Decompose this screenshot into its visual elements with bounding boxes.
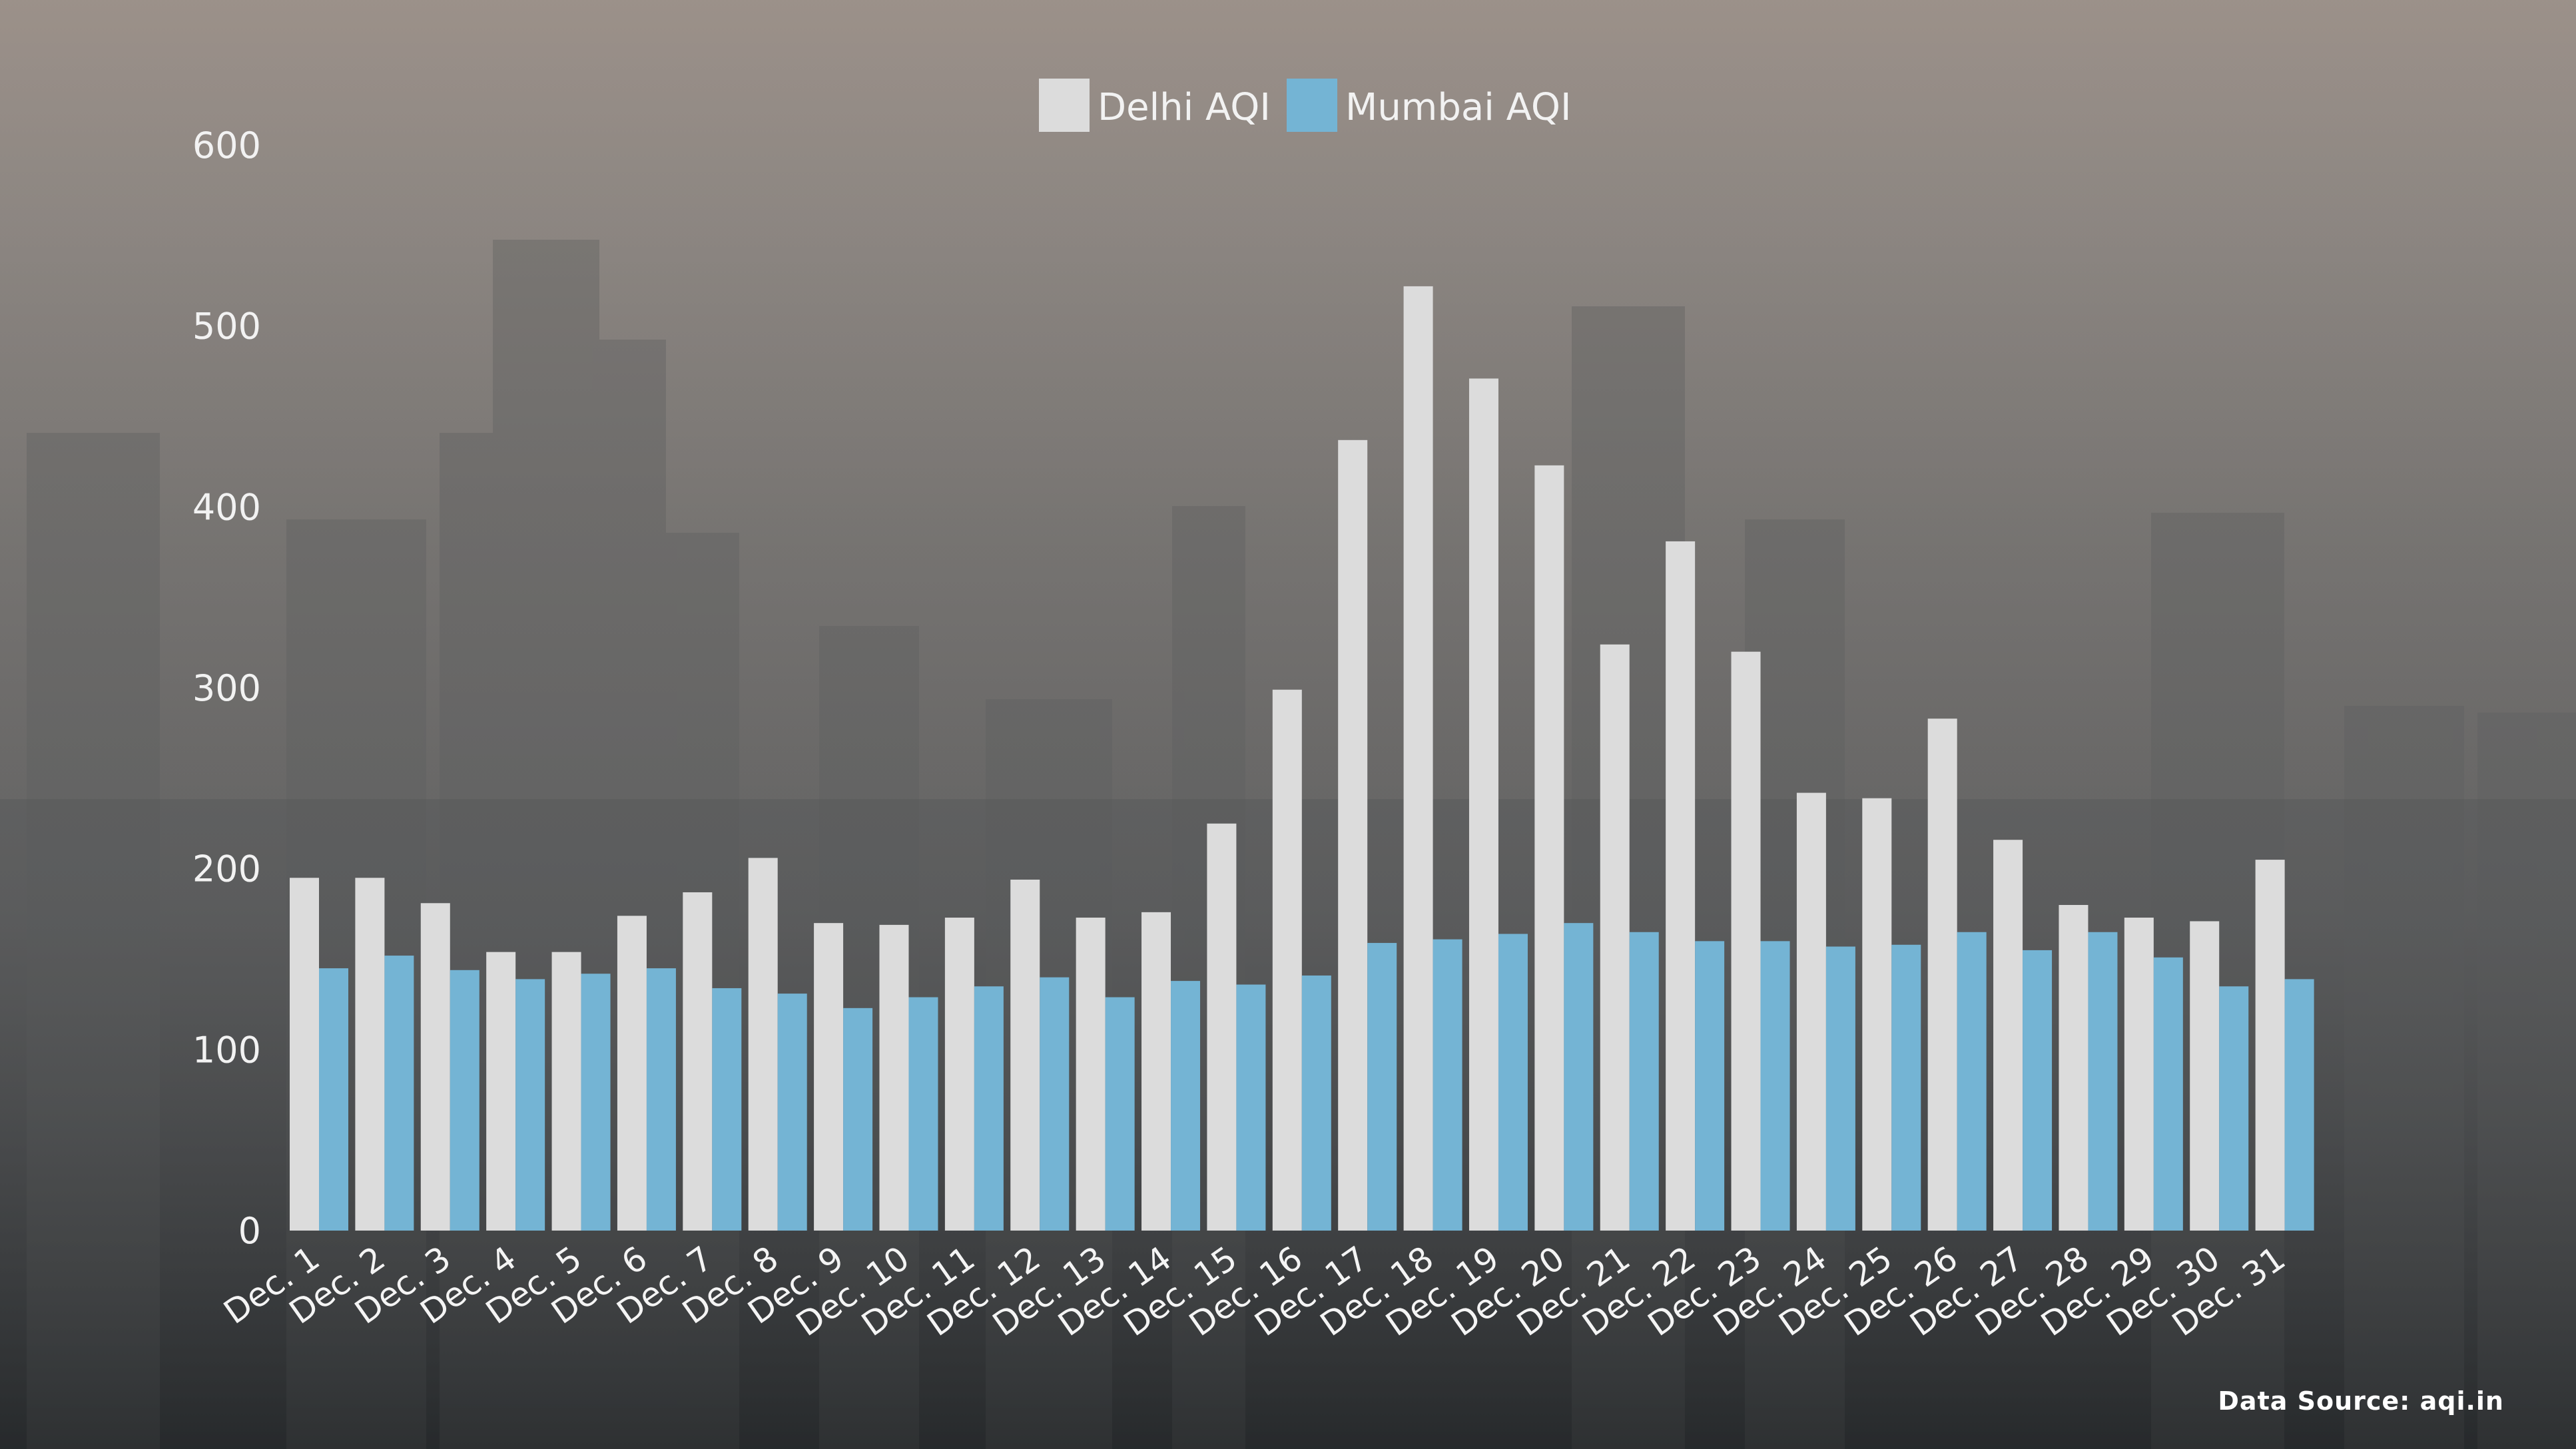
bar-mumbai xyxy=(1957,932,1987,1231)
y-tick-label: 0 xyxy=(238,1210,261,1252)
bar-mumbai xyxy=(2023,950,2053,1231)
bar-delhi xyxy=(1862,798,1892,1231)
bar-delhi xyxy=(1796,792,1826,1231)
bar-mumbai xyxy=(1695,941,1725,1231)
bar-mumbai xyxy=(646,968,676,1231)
bar-delhi xyxy=(551,952,581,1231)
bar-delhi xyxy=(1666,541,1696,1231)
bar-mumbai xyxy=(515,979,545,1231)
bar-mumbai xyxy=(712,988,742,1231)
y-tick-label: 400 xyxy=(192,486,261,528)
bar-mumbai xyxy=(974,986,1004,1231)
data-source-note: Data Source: aqi.in xyxy=(2218,1386,2504,1416)
y-tick-label: 600 xyxy=(192,125,261,166)
bar-delhi xyxy=(1272,689,1302,1231)
bar-mumbai xyxy=(1040,977,1070,1231)
bar-delhi xyxy=(1534,465,1564,1231)
bar-delhi xyxy=(486,952,516,1231)
bar-mumbai xyxy=(1564,923,1594,1231)
bar-mumbai xyxy=(1629,932,1659,1231)
bar-delhi xyxy=(1927,719,1957,1231)
bar-mumbai xyxy=(777,994,807,1231)
bar-delhi xyxy=(2059,905,2089,1231)
legend-swatch xyxy=(1287,79,1337,132)
bar-delhi xyxy=(290,878,319,1231)
bar-delhi xyxy=(2190,921,2220,1231)
bar-mumbai xyxy=(2219,986,2249,1231)
bar-mumbai xyxy=(2088,932,2118,1231)
bar-mumbai xyxy=(1760,941,1790,1231)
y-axis: 0 100 200 300 400 500 600 xyxy=(192,125,261,1252)
bar-delhi xyxy=(1731,651,1761,1231)
bar-delhi xyxy=(814,923,844,1231)
bar-delhi xyxy=(1141,912,1171,1231)
bar-delhi xyxy=(2255,860,2285,1231)
bar-mumbai xyxy=(2284,979,2314,1231)
bars xyxy=(290,286,2314,1231)
y-tick-label: 100 xyxy=(192,1029,261,1071)
bar-mumbai xyxy=(1367,943,1397,1231)
bar-mumbai xyxy=(1105,997,1135,1231)
bar-mumbai xyxy=(1433,939,1462,1231)
legend: Delhi AQI Mumbai AQI xyxy=(1039,79,1572,132)
bar-mumbai xyxy=(1891,944,1921,1231)
bar-mumbai xyxy=(1236,984,1266,1231)
bar-mumbai xyxy=(450,970,480,1231)
bar-delhi xyxy=(1403,286,1433,1231)
bar-delhi xyxy=(748,858,778,1231)
bar-delhi xyxy=(683,892,713,1231)
bar-mumbai xyxy=(2153,957,2183,1231)
bar-mumbai xyxy=(319,968,348,1231)
bar-mumbai xyxy=(581,974,611,1231)
legend-label: Delhi AQI xyxy=(1098,86,1271,129)
y-tick-label: 500 xyxy=(192,306,261,348)
bar-mumbai xyxy=(1171,981,1201,1231)
y-tick-label: 300 xyxy=(192,667,261,709)
bar-delhi xyxy=(1993,840,2023,1231)
bar-delhi xyxy=(1207,823,1237,1231)
bar-mumbai xyxy=(384,956,414,1231)
bar-delhi xyxy=(1010,879,1040,1231)
bar-delhi xyxy=(1338,439,1368,1231)
bar-delhi xyxy=(617,916,647,1231)
bar-delhi xyxy=(944,918,974,1231)
bar-mumbai xyxy=(843,1008,873,1231)
y-tick-label: 200 xyxy=(192,848,261,890)
legend-label: Mumbai AQI xyxy=(1345,86,1572,129)
bar-delhi xyxy=(420,903,450,1231)
bar-mumbai xyxy=(1301,975,1331,1231)
bar-mumbai xyxy=(1825,946,1855,1231)
bar-delhi xyxy=(1600,644,1630,1231)
legend-swatch xyxy=(1039,79,1090,132)
bar-delhi xyxy=(879,924,909,1231)
bar-delhi xyxy=(1468,378,1498,1231)
bar-mumbai xyxy=(908,997,938,1231)
bar-delhi xyxy=(2124,918,2154,1231)
bar-delhi xyxy=(355,878,385,1231)
bar-delhi xyxy=(1076,918,1106,1231)
bar-mumbai xyxy=(1498,934,1528,1231)
